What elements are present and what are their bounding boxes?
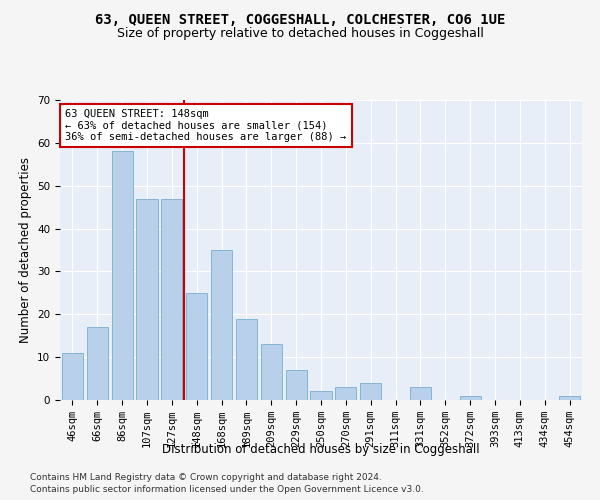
Bar bbox=[360, 383, 381, 400]
Y-axis label: Number of detached properties: Number of detached properties bbox=[19, 157, 32, 343]
Bar bbox=[161, 198, 182, 400]
Text: Size of property relative to detached houses in Coggeshall: Size of property relative to detached ho… bbox=[116, 28, 484, 40]
Bar bbox=[410, 387, 431, 400]
Bar bbox=[186, 293, 207, 400]
Bar bbox=[261, 344, 282, 400]
Bar bbox=[335, 387, 356, 400]
Bar bbox=[286, 370, 307, 400]
Text: 63 QUEEN STREET: 148sqm
← 63% of detached houses are smaller (154)
36% of semi-d: 63 QUEEN STREET: 148sqm ← 63% of detache… bbox=[65, 109, 346, 142]
Bar bbox=[136, 198, 158, 400]
Bar bbox=[460, 396, 481, 400]
Bar bbox=[236, 318, 257, 400]
Bar bbox=[211, 250, 232, 400]
Bar bbox=[310, 392, 332, 400]
Text: Contains public sector information licensed under the Open Government Licence v3: Contains public sector information licen… bbox=[30, 485, 424, 494]
Text: Distribution of detached houses by size in Coggeshall: Distribution of detached houses by size … bbox=[162, 442, 480, 456]
Text: Contains HM Land Registry data © Crown copyright and database right 2024.: Contains HM Land Registry data © Crown c… bbox=[30, 472, 382, 482]
Bar bbox=[87, 327, 108, 400]
Bar bbox=[112, 152, 133, 400]
Bar bbox=[62, 353, 83, 400]
Bar bbox=[559, 396, 580, 400]
Text: 63, QUEEN STREET, COGGESHALL, COLCHESTER, CO6 1UE: 63, QUEEN STREET, COGGESHALL, COLCHESTER… bbox=[95, 12, 505, 26]
